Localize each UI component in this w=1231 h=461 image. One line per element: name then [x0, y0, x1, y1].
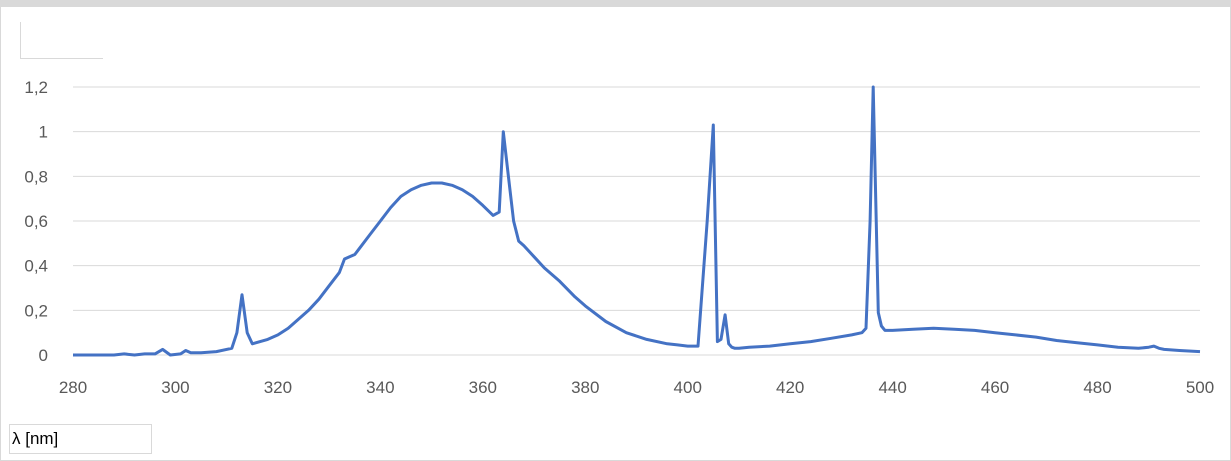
y-tick-label: 0	[39, 346, 48, 365]
y-tick-labels: 0 0,2 0,4 0,6 0,8 1 1,2	[24, 78, 48, 365]
x-tick-label: 440	[878, 378, 906, 397]
x-tick-label: 280	[59, 378, 87, 397]
y-tick-label: 0,8	[24, 167, 48, 186]
y-tick-label: 0,2	[24, 301, 48, 320]
y-tick-label: 0,6	[24, 212, 48, 231]
x-tick-label: 480	[1083, 378, 1111, 397]
x-tick-label: 380	[571, 378, 599, 397]
x-tick-label: 320	[264, 378, 292, 397]
x-tick-labels: 280 300 320 340 360 380 400 420 440 460 480 500	[59, 378, 1214, 397]
x-tick-label: 420	[776, 378, 804, 397]
x-tick-label: 340	[366, 378, 394, 397]
y-axis-title-box	[20, 22, 103, 59]
y-tick-label: 1	[39, 123, 48, 142]
gridlines	[73, 86, 1200, 356]
x-tick-label: 460	[981, 378, 1009, 397]
x-tick-label: 400	[674, 378, 702, 397]
x-tick-label: 300	[161, 378, 189, 397]
y-tick-label: 0,4	[24, 257, 48, 276]
x-tick-label: 360	[469, 378, 497, 397]
x-tick-label: 500	[1186, 378, 1214, 397]
x-axis-title: λ [nm]	[9, 424, 152, 454]
series-line	[73, 85, 1201, 357]
y-tick-label: 1,2	[24, 78, 48, 97]
